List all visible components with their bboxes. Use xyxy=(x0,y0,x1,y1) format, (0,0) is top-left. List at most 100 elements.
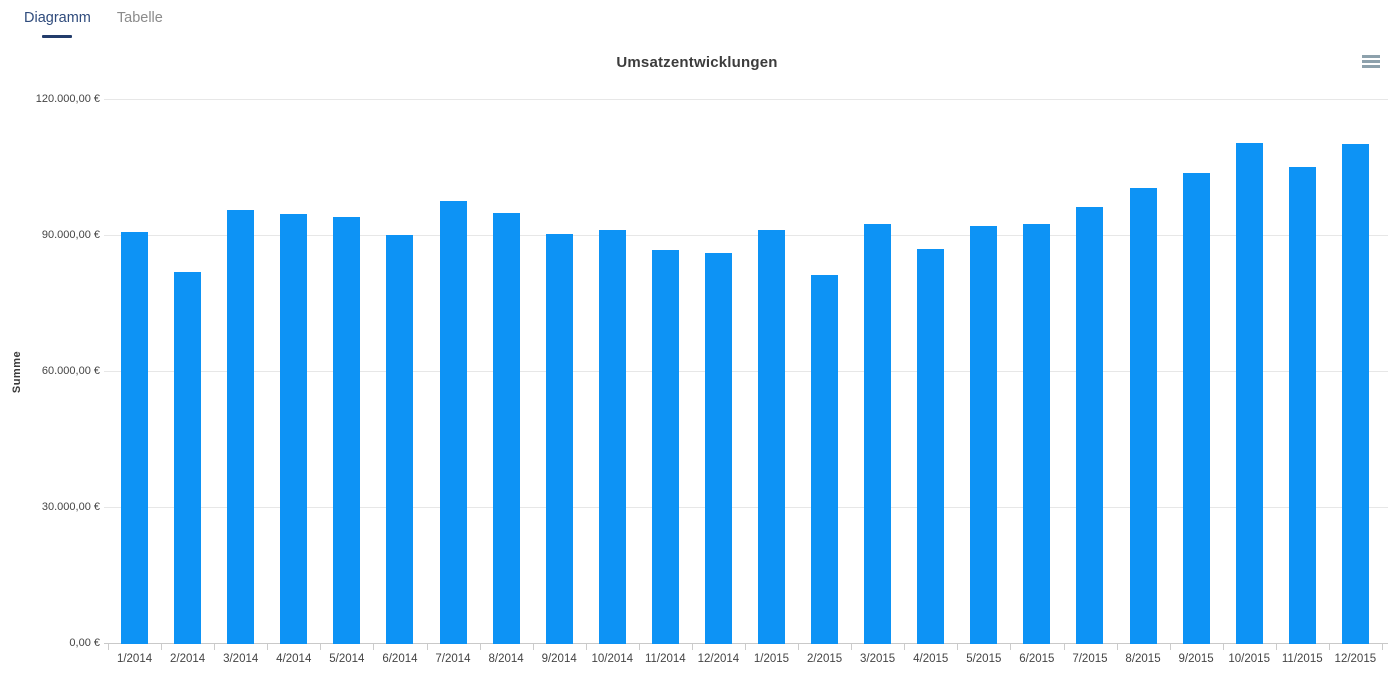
bar-cell xyxy=(745,100,798,644)
x-axis-tick xyxy=(851,644,853,650)
x-axis-labels: 1/2014 2/2014 3/2014 4/2014 5/2014 6/2014 7/20… xyxy=(108,653,1382,665)
x-axis-tick xyxy=(691,644,693,650)
bar-cell xyxy=(214,100,267,644)
y-axis-labels: 120.000,00 € 90.000,00 € 60.000,00 € 30.000… xyxy=(0,93,100,649)
bar-5-2014[interactable] xyxy=(333,216,361,644)
x-axis-tick xyxy=(745,644,746,650)
bar-cell xyxy=(692,100,745,644)
bar-11-2014[interactable] xyxy=(651,250,679,644)
x-axis-tick xyxy=(161,644,163,650)
bar-11-2015[interactable] xyxy=(1288,166,1316,644)
plot-area xyxy=(104,99,1388,650)
x-tick-label: 1/2014 xyxy=(116,653,153,665)
x-tick-label: 1/2015 xyxy=(753,653,790,665)
bar-2-2015[interactable] xyxy=(811,275,839,644)
hamburger-menu-icon[interactable] xyxy=(1362,55,1381,70)
x-tick-label: 2/2014 xyxy=(170,653,206,665)
bar-8-2015[interactable] xyxy=(1129,187,1157,644)
x-axis-tick xyxy=(1275,644,1277,650)
bar-8-2014[interactable] xyxy=(492,212,520,644)
bar-12-2015[interactable] xyxy=(1341,144,1369,644)
bar-2-2014[interactable] xyxy=(174,272,202,644)
x-axis-tick xyxy=(1063,644,1065,650)
x-axis-tick xyxy=(108,644,109,650)
x-tick-label: 8/2014 xyxy=(488,653,524,665)
x-axis-tick xyxy=(1116,644,1118,650)
hamburger-bar xyxy=(1362,60,1380,63)
bar-cell xyxy=(1010,100,1063,644)
bar-series xyxy=(108,100,1382,644)
x-axis-tick xyxy=(479,644,481,650)
x-axis-tick xyxy=(1169,644,1171,650)
x-axis-tick xyxy=(1222,644,1224,650)
bar-3-2014[interactable] xyxy=(227,210,255,644)
x-tick-label: 7/2015 xyxy=(1072,653,1108,665)
x-axis-tick xyxy=(267,644,269,650)
x-tick-label: 9/2014 xyxy=(541,653,577,665)
hamburger-bar xyxy=(1362,65,1380,68)
x-axis-tick xyxy=(1010,644,1012,650)
bar-cell xyxy=(957,100,1010,644)
bar-cell xyxy=(320,100,373,644)
bar-4-2015[interactable] xyxy=(917,249,945,644)
x-axis-tick xyxy=(320,644,322,650)
bar-cell xyxy=(480,100,533,644)
bar-12-2014[interactable] xyxy=(704,252,732,644)
bar-9-2014[interactable] xyxy=(545,233,573,644)
x-axis-tick xyxy=(585,644,587,650)
x-axis-tick xyxy=(798,644,800,650)
bar-cell xyxy=(161,100,214,644)
bar-cell xyxy=(798,100,851,644)
y-tick-label: 120.000,00 € xyxy=(35,93,100,105)
bar-5-2015[interactable] xyxy=(970,225,998,644)
x-tick-label: 10/2014 xyxy=(591,653,634,665)
x-tick-label: 8/2015 xyxy=(1125,653,1161,665)
x-tick-label: 2/2015 xyxy=(806,653,843,665)
x-tick-label: 6/2014 xyxy=(382,653,418,665)
x-tick-label: 5/2015 xyxy=(966,653,1002,665)
y-tick-label: 0,00 € xyxy=(69,637,100,649)
bar-1-2015[interactable] xyxy=(757,229,785,644)
active-tab-underline xyxy=(42,35,73,38)
bar-6-2015[interactable] xyxy=(1023,224,1051,644)
gridline xyxy=(104,371,1388,372)
x-tick-label: 3/2014 xyxy=(223,653,259,665)
bar-cell xyxy=(1170,100,1223,644)
bar-9-2015[interactable] xyxy=(1182,173,1210,644)
bar-7-2014[interactable] xyxy=(439,201,467,644)
hamburger-bar xyxy=(1362,55,1380,58)
x-axis-tick xyxy=(532,644,534,650)
bar-cell xyxy=(1116,100,1169,644)
gridline xyxy=(104,507,1388,508)
bar-1-2014[interactable] xyxy=(121,232,149,644)
x-axis-tick xyxy=(904,644,906,650)
x-axis-tick xyxy=(426,644,428,650)
x-tick-label: 7/2014 xyxy=(435,653,471,665)
x-axis-tick xyxy=(638,644,640,650)
bar-3-2015[interactable] xyxy=(864,224,892,644)
bar-cell xyxy=(373,100,426,644)
y-tick-label: 60.000,00 € xyxy=(41,365,100,377)
x-tick-label: 3/2015 xyxy=(860,653,896,665)
tab-tabelle[interactable]: Tabelle xyxy=(117,10,163,38)
x-tick-label: 4/2015 xyxy=(913,653,949,665)
bar-4-2014[interactable] xyxy=(280,213,308,644)
bar-10-2015[interactable] xyxy=(1235,142,1263,644)
y-tick-label: 90.000,00 € xyxy=(41,229,100,241)
bar-7-2015[interactable] xyxy=(1076,206,1104,644)
x-tick-label: 11/2014 xyxy=(644,653,686,665)
bar-cell xyxy=(1276,100,1329,644)
bar-cell xyxy=(851,100,904,644)
tab-tabelle-label: Tabelle xyxy=(116,10,163,26)
bar-6-2014[interactable] xyxy=(386,234,414,644)
bar-cell xyxy=(108,100,161,644)
bar-cell xyxy=(1223,100,1276,644)
x-axis-tick xyxy=(373,644,375,650)
bar-cell xyxy=(533,100,586,644)
tab-diagramm[interactable]: Diagramm xyxy=(24,10,91,38)
bar-cell xyxy=(267,100,320,644)
x-tick-label: 10/2015 xyxy=(1228,653,1270,665)
tab-diagramm-label: Diagramm xyxy=(24,10,91,26)
bar-cell xyxy=(1329,100,1382,644)
bar-10-2014[interactable] xyxy=(598,230,626,644)
